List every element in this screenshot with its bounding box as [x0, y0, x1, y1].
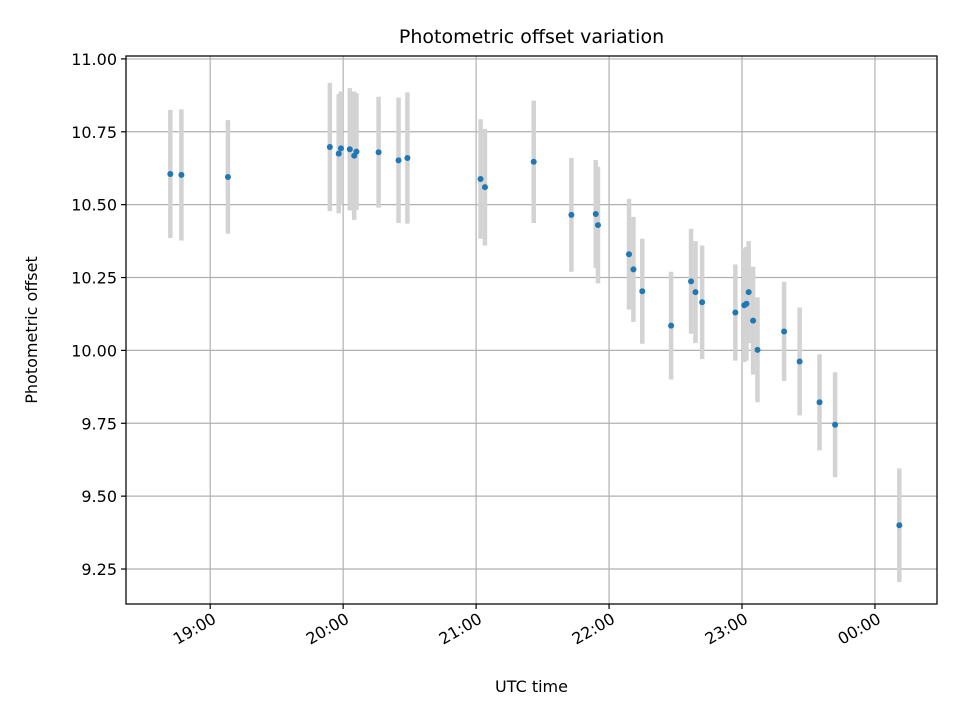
data-point: [477, 176, 484, 183]
y-axis-ticks: 9.25 9.50 9.75 10.00 10.25 10.50 10.75 11.00: [71, 50, 126, 579]
data-point: [481, 184, 488, 191]
data-point: [326, 143, 333, 150]
data-point: [395, 157, 402, 164]
data-point: [337, 145, 344, 152]
data-point: [896, 522, 903, 529]
data-point: [732, 309, 739, 316]
data-point: [754, 346, 761, 353]
y-tick-label: 10.75: [71, 123, 117, 142]
data-point: [750, 317, 757, 324]
data-point: [699, 299, 706, 306]
data-point: [592, 210, 599, 217]
y-tick-label: 10.25: [71, 269, 117, 288]
data-point: [639, 288, 646, 295]
data-point: [568, 211, 575, 218]
y-axis-label: Photometric offset: [22, 256, 41, 404]
data-point: [625, 251, 632, 258]
data-point: [743, 300, 750, 307]
y-tick-label: 9.50: [81, 487, 117, 506]
data-point: [346, 146, 353, 153]
data-point: [688, 278, 695, 285]
data-points: [167, 143, 903, 529]
data-point: [781, 328, 788, 335]
y-tick-label: 11.00: [71, 50, 117, 69]
y-tick-label: 9.75: [81, 414, 117, 433]
data-point: [832, 421, 839, 428]
data-point: [530, 158, 537, 165]
y-tick-label: 9.25: [81, 560, 117, 579]
chart-title: Photometric offset variation: [399, 26, 664, 48]
data-point: [668, 322, 675, 329]
data-point: [178, 171, 185, 178]
data-point: [167, 171, 174, 178]
data-point: [224, 173, 231, 180]
data-point: [404, 155, 411, 162]
data-point: [816, 399, 823, 406]
y-tick-label: 10.00: [71, 341, 117, 360]
y-tick-label: 10.50: [71, 196, 117, 215]
data-point: [692, 289, 699, 296]
plot-area-frame: [125, 55, 938, 605]
data-point: [335, 150, 342, 157]
data-point: [594, 222, 601, 229]
x-axis-label: UTC time: [495, 677, 568, 696]
data-point: [630, 266, 637, 273]
data-point: [745, 289, 752, 296]
data-point: [796, 358, 803, 365]
data-point: [353, 148, 360, 155]
data-point: [375, 149, 382, 156]
